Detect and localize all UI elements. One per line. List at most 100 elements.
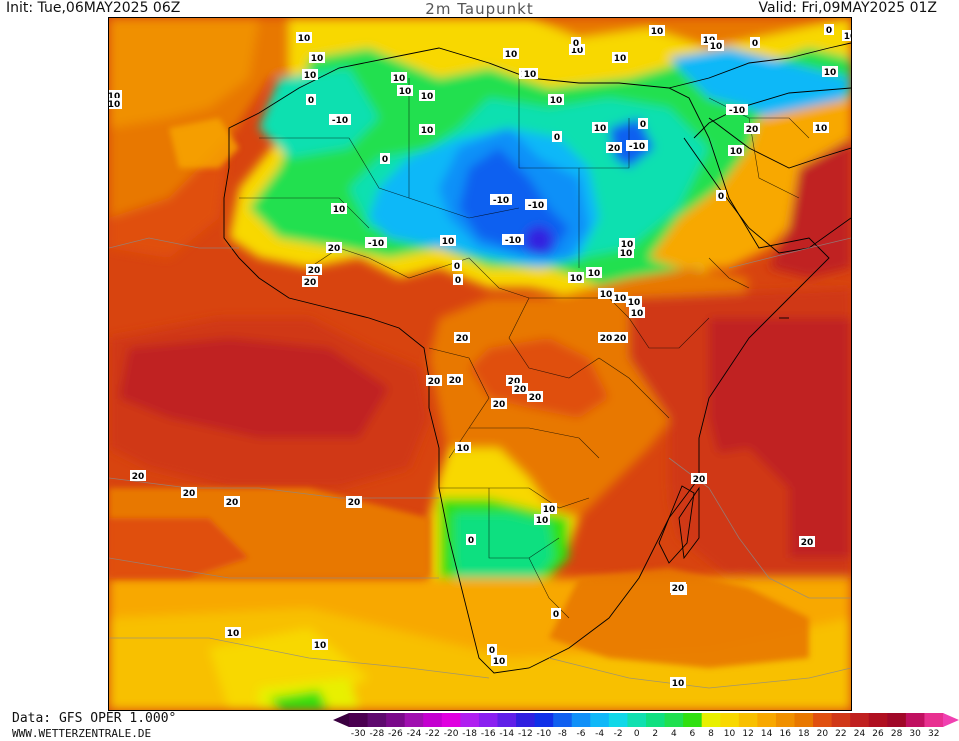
contour-value: -10 <box>368 239 384 249</box>
contour-label-northeast: 10 <box>822 66 838 78</box>
contour-value: 10 <box>457 444 470 454</box>
contour-value: 20 <box>183 489 196 499</box>
colorbar-swatch <box>590 713 610 727</box>
contour-value: 10 <box>594 124 607 134</box>
contour-value: 0 <box>308 96 314 106</box>
contour-value: 20 <box>801 538 814 548</box>
contour-value: 10 <box>109 92 120 102</box>
contour-label-northeast: 0 <box>638 118 648 130</box>
colorbar-tick-label: -20 <box>443 729 459 739</box>
contour-value: -10 <box>629 142 645 152</box>
contour-value: 10 <box>570 274 583 284</box>
contour-label-atlantic: 20 <box>670 582 686 594</box>
colorbar-tick-label: 10 <box>723 729 736 739</box>
contour-label-central: 20 <box>506 375 522 387</box>
contour-label-northeast: 0 <box>716 190 726 202</box>
contour-label-north_central: -10 <box>502 234 524 246</box>
contour-label-horn: 10 <box>626 296 642 308</box>
contour-label-northeast: 10 <box>728 145 744 157</box>
colorbar-tick-label: -16 <box>480 729 496 739</box>
contour-label-atlantic: 10 <box>312 639 328 651</box>
colorbar-tick-label: 14 <box>760 729 773 739</box>
colorbar-swatch <box>831 713 851 727</box>
colorbar <box>333 713 959 727</box>
contour-value: 20 <box>508 377 521 387</box>
contour-value: 20 <box>456 334 469 344</box>
contour-label-south: 10 <box>491 655 507 667</box>
colorbar-tick-label: 8 <box>708 729 714 739</box>
colorbar-tick-label: 30 <box>909 729 921 739</box>
colorbar-swatch <box>868 713 888 727</box>
contour-label-north_central: -10 <box>490 194 512 206</box>
contour-value: 10 <box>550 96 563 106</box>
contour-label-horn: 10 <box>629 307 645 319</box>
contour-label-south: 20 <box>799 536 815 548</box>
colorbar-tick-label: -8 <box>557 729 567 739</box>
contour-label-atlantic: 10 <box>670 677 686 689</box>
contour-value: 20 <box>608 144 621 154</box>
colorbar-swatch <box>571 713 591 727</box>
colorbar-tick-label: 26 <box>872 729 884 739</box>
contour-label-south: 0 <box>551 608 561 620</box>
contour-label-atlantic: 20 <box>130 470 146 482</box>
colorbar-high-arrow <box>943 713 959 727</box>
contour-label-northwest: 20 <box>302 276 318 288</box>
contour-label-northwest: 0 <box>380 153 390 165</box>
colorbar-tick-label: 18 <box>798 729 810 739</box>
colorbar-tick-label: 12 <box>742 729 754 739</box>
colorbar-swatch <box>460 713 480 727</box>
contour-value: 10 <box>815 124 828 134</box>
contour-label-north_central: 0 <box>453 274 463 286</box>
contour-label-atlantic: 10 <box>225 627 241 639</box>
contour-value: 0 <box>718 192 724 202</box>
valid-time: Valid: Fri,09MAY2025 01Z <box>758 0 937 16</box>
contour-label-northwest: 10 <box>419 124 435 136</box>
colorbar-swatch <box>757 713 777 727</box>
colorbar-swatch <box>516 713 536 727</box>
contour-label-northwest: 10 <box>109 98 122 110</box>
contour-value: 10 <box>442 237 455 247</box>
contour-label-north_central: 10 <box>503 48 519 60</box>
colorbar-tick-label: 6 <box>689 729 696 739</box>
contour-value: -10 <box>528 201 544 211</box>
colorbar-tick-label: -2 <box>613 729 623 739</box>
contour-label-northeast: -10 <box>726 104 748 116</box>
colorbar-swatch <box>534 713 554 727</box>
contour-value: 0 <box>489 646 495 656</box>
contour-value: 20 <box>693 475 706 485</box>
contour-label-northwest: 10 <box>397 85 413 97</box>
contour-label-northeast: 0 <box>824 24 834 36</box>
contour-value: 20 <box>304 278 317 288</box>
contour-value: -10 <box>729 106 745 116</box>
contour-value: 20 <box>746 125 759 135</box>
contour-label-northeast: 10 <box>592 122 608 134</box>
colorbar-swatch <box>423 713 443 727</box>
contour-label-north_central: 10 <box>522 68 538 80</box>
map-title: 2m Taupunkt <box>425 0 534 18</box>
contour-label-northwest: 10 <box>109 90 122 102</box>
contour-value: 20 <box>614 334 627 344</box>
contour-label-northwest: 10 <box>296 32 312 44</box>
contour-value: 20 <box>672 584 685 594</box>
contour-label-north_central: 0 <box>552 131 562 143</box>
contour-label-central: 20 <box>512 383 528 395</box>
colorbar-swatch <box>478 713 498 727</box>
contour-label-northwest: 0 <box>306 94 316 106</box>
contour-value: 10 <box>393 74 406 84</box>
data-source: Data: GFS OPER 1.000° <box>12 711 177 726</box>
contour-label-south: 10 <box>541 503 557 515</box>
contour-value: 20 <box>449 376 462 386</box>
colorbar-tick-label: 0 <box>633 729 640 739</box>
contour-value: 10 <box>600 290 613 300</box>
map-canvas: 101010101010100-10010-101010202020101010… <box>109 18 851 710</box>
contour-label-central: 20 <box>454 332 470 344</box>
colorbar-tick-label: -28 <box>369 729 385 739</box>
colorbar-swatch <box>720 713 740 727</box>
contour-label-horn: 20 <box>598 332 614 344</box>
contour-label-northeast: -10 <box>626 140 648 152</box>
contour-label-northeast: 0 <box>750 37 760 49</box>
contour-value: 0 <box>640 120 646 130</box>
colorbar-swatch <box>664 713 684 727</box>
colorbar-swatch <box>367 713 387 727</box>
contour-label-south: 10 <box>534 514 550 526</box>
